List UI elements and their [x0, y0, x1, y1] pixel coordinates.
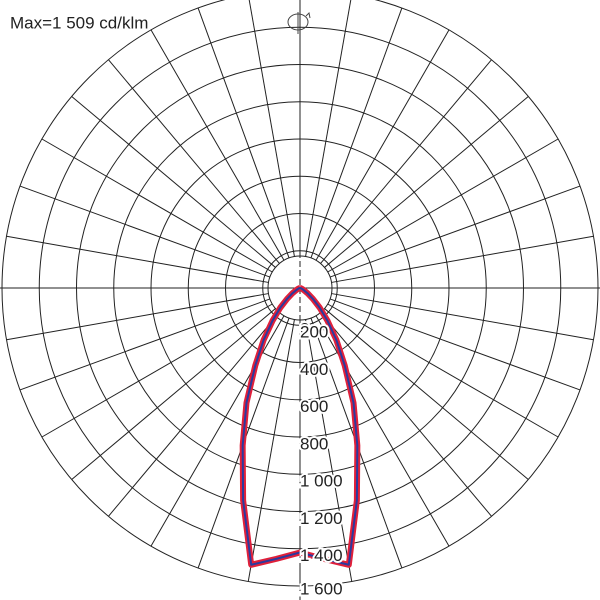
spoke	[41, 303, 273, 438]
spoke	[310, 7, 403, 259]
spoke	[329, 185, 581, 278]
r-tick-label: 600	[300, 397, 328, 416]
intensity-curve	[241, 287, 359, 566]
spoke	[305, 319, 353, 582]
r-tick-label: 400	[300, 360, 328, 379]
r-tick-label: 0	[300, 319, 309, 338]
curves	[239, 285, 361, 568]
spoke	[41, 138, 273, 273]
spoke	[320, 59, 492, 264]
r-tick-label: 1 200	[300, 509, 343, 528]
spoke	[6, 293, 269, 341]
icon-arrow	[305, 11, 311, 19]
spoke	[331, 235, 594, 283]
spoke	[6, 235, 269, 283]
spoke	[324, 308, 529, 480]
spoke	[108, 59, 280, 264]
spoke	[320, 312, 492, 517]
spoke	[248, 0, 295, 257]
spoke	[305, 0, 352, 257]
spoke	[19, 185, 271, 278]
r-tick-label: 1 400	[300, 546, 343, 565]
spoke	[150, 29, 285, 261]
spoke	[150, 315, 285, 547]
spoke	[315, 29, 450, 261]
spoke	[71, 308, 276, 480]
rotation-icon	[287, 11, 311, 34]
r-tick-label: 1 600	[300, 579, 343, 598]
r-tick-label: 1 000	[300, 472, 343, 491]
spoke	[327, 138, 559, 273]
spoke	[247, 319, 295, 582]
spoke	[324, 96, 529, 268]
spoke	[108, 312, 280, 517]
spoke	[327, 303, 559, 438]
spoke	[329, 298, 581, 391]
r-tick-label: 200	[300, 323, 328, 342]
spoke	[19, 298, 271, 391]
chart-title: Max=1 509 cd/klm	[10, 13, 148, 32]
spoke	[331, 293, 594, 341]
r-tick-label: 800	[300, 434, 328, 453]
spoke	[197, 7, 290, 259]
spoke	[71, 96, 276, 268]
